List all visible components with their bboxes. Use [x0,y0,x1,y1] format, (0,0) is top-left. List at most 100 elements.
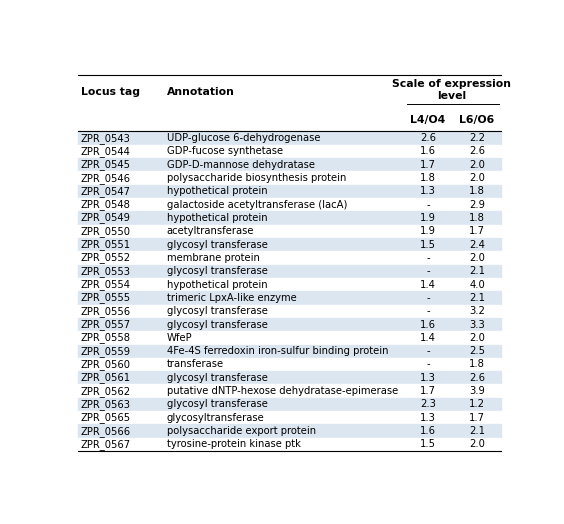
Text: ZPR_0560: ZPR_0560 [81,359,130,370]
Text: 2.0: 2.0 [469,333,485,343]
Text: ZPR_0563: ZPR_0563 [81,399,130,410]
Text: -: - [426,266,430,276]
Text: 1.2: 1.2 [469,399,485,409]
Text: 3.2: 3.2 [469,306,485,316]
Text: Annotation: Annotation [167,87,235,97]
Text: 2.6: 2.6 [469,146,485,157]
Text: 1.9: 1.9 [420,226,436,236]
Bar [78,198,501,211]
Text: 1.6: 1.6 [420,146,436,157]
Text: 3.9: 3.9 [469,386,485,396]
Text: ZPR_0547: ZPR_0547 [81,186,130,197]
Text: polysaccharide export protein: polysaccharide export protein [167,426,316,436]
Text: ZPR_0567: ZPR_0567 [81,439,131,450]
Text: 1.5: 1.5 [420,239,436,249]
Text: 1.5: 1.5 [420,439,436,450]
Text: 2.3: 2.3 [420,399,436,409]
Text: ZPR_0562: ZPR_0562 [81,386,131,397]
Text: ZPR_0555: ZPR_0555 [81,292,131,303]
Text: 1.7: 1.7 [469,226,485,236]
Text: 2.0: 2.0 [469,253,485,263]
Text: putative dNTP-hexose dehydratase-epimerase: putative dNTP-hexose dehydratase-epimera… [167,386,398,396]
Text: ZPR_0552: ZPR_0552 [81,253,131,264]
Text: glycosyl transferase: glycosyl transferase [167,306,267,316]
Text: 2.0: 2.0 [469,173,485,183]
Text: GDP-fucose synthetase: GDP-fucose synthetase [167,146,283,157]
Bar [78,132,501,145]
Text: ZPR_0545: ZPR_0545 [81,159,130,170]
Bar [78,438,501,451]
Text: transferase: transferase [167,359,224,369]
Bar [78,171,501,185]
Bar [78,358,501,371]
Text: glycosyltransferase: glycosyltransferase [167,413,265,423]
Bar [78,344,501,358]
Bar [78,158,501,171]
Text: ZPR_0551: ZPR_0551 [81,239,131,250]
Text: ZPR_0550: ZPR_0550 [81,226,130,237]
Text: GDP-D-mannose dehydratase: GDP-D-mannose dehydratase [167,160,315,170]
Bar [78,225,501,238]
Text: 1.9: 1.9 [420,213,436,223]
Bar [78,385,501,398]
Bar [78,238,501,252]
Text: ZPR_0548: ZPR_0548 [81,199,130,210]
Text: hypothetical protein: hypothetical protein [167,187,267,196]
Text: 1.8: 1.8 [420,173,436,183]
Text: 1.7: 1.7 [420,160,436,170]
Text: 1.4: 1.4 [420,280,436,290]
Text: 1.7: 1.7 [469,413,485,423]
Text: Locus tag: Locus tag [81,87,139,97]
Text: 1.4: 1.4 [420,333,436,343]
Text: 4Fe-4S ferredoxin iron-sulfur binding protein: 4Fe-4S ferredoxin iron-sulfur binding pr… [167,346,388,356]
Bar [78,265,501,278]
Bar [78,411,501,424]
Text: 1.7: 1.7 [420,386,436,396]
Text: 2.6: 2.6 [469,373,485,383]
Text: galactoside acetyltransferase (lacA): galactoside acetyltransferase (lacA) [167,200,347,210]
Text: ZPR_0565: ZPR_0565 [81,412,131,423]
Text: ZPR_0554: ZPR_0554 [81,279,130,290]
Text: -: - [426,200,430,210]
Text: glycosyl transferase: glycosyl transferase [167,373,267,383]
Bar [78,318,501,331]
Bar [78,371,501,385]
Text: polysaccharide biosynthesis protein: polysaccharide biosynthesis protein [167,173,346,183]
Bar [78,278,501,291]
Text: ZPR_0544: ZPR_0544 [81,146,130,157]
Text: Scale of expression
level: Scale of expression level [393,79,512,101]
Bar [78,398,501,411]
Text: ZPR_0543: ZPR_0543 [81,133,130,144]
Text: 2.9: 2.9 [469,200,485,210]
Text: glycosyl transferase: glycosyl transferase [167,239,267,249]
Text: 2.4: 2.4 [469,239,485,249]
Text: 2.2: 2.2 [469,133,485,143]
Text: 2.0: 2.0 [469,439,485,450]
Bar [78,331,501,344]
Text: tyrosine-protein kinase ptk: tyrosine-protein kinase ptk [167,439,301,450]
Text: 2.5: 2.5 [469,346,485,356]
Text: 2.6: 2.6 [420,133,436,143]
Bar [78,252,501,265]
Text: ZPR_0559: ZPR_0559 [81,346,131,357]
Text: 4.0: 4.0 [469,280,485,290]
Bar [78,304,501,318]
Text: 2.1: 2.1 [469,266,485,276]
Text: glycosyl transferase: glycosyl transferase [167,399,267,409]
Bar [78,424,501,438]
Text: ZPR_0561: ZPR_0561 [81,373,131,383]
Text: trimeric LpxA-like enzyme: trimeric LpxA-like enzyme [167,293,297,303]
Bar [78,291,501,304]
Text: WfeP: WfeP [167,333,192,343]
Text: 1.6: 1.6 [420,426,436,436]
Text: 1.3: 1.3 [420,187,436,196]
Text: -: - [426,293,430,303]
Text: 1.8: 1.8 [469,213,485,223]
Text: 3.3: 3.3 [469,320,485,330]
Text: -: - [426,253,430,263]
Text: UDP-glucose 6-dehydrogenase: UDP-glucose 6-dehydrogenase [167,133,320,143]
Text: ZPR_0556: ZPR_0556 [81,306,131,316]
Text: ZPR_0557: ZPR_0557 [81,319,131,330]
Text: 2.1: 2.1 [469,293,485,303]
Text: ZPR_0558: ZPR_0558 [81,332,130,343]
